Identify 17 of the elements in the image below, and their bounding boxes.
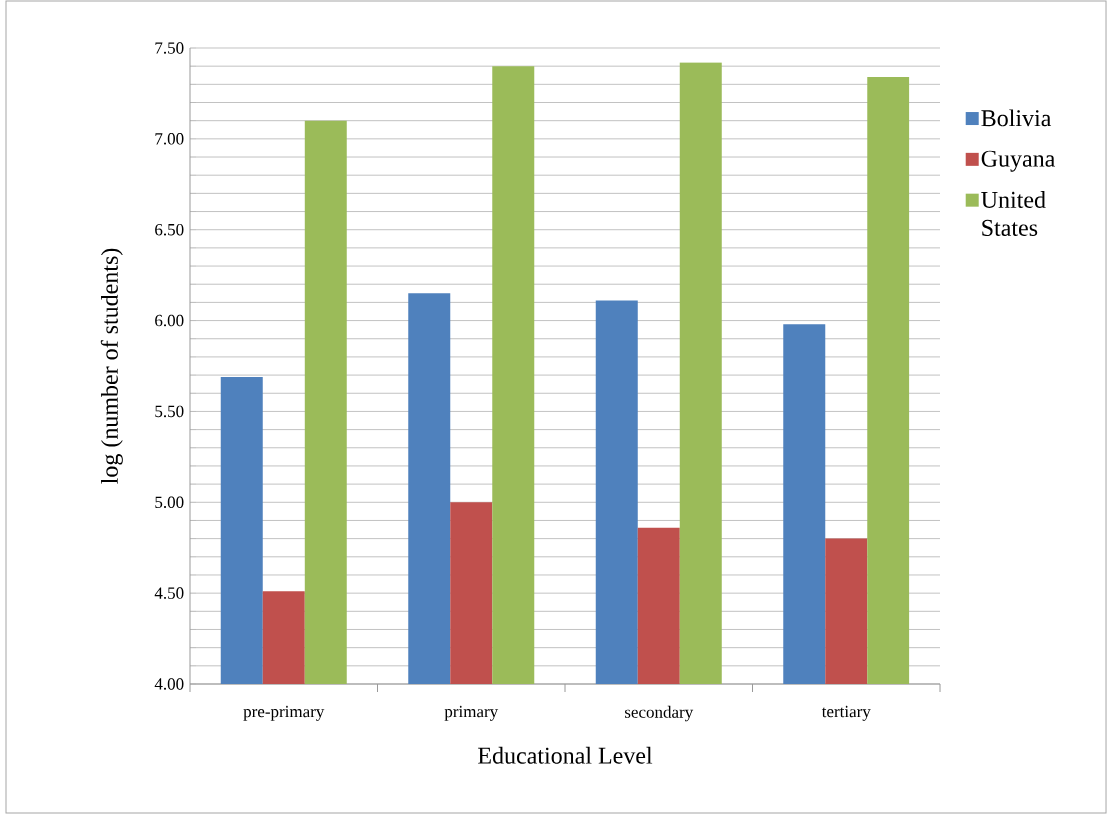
legend-label: Bolivia [981,109,1052,127]
y-tick-label: 5.00 [155,496,184,509]
x-tick-label: pre-primary [243,705,325,721]
y-tick-label: 5.50 [155,405,184,418]
y-tick-label: 7.50 [155,42,184,54]
x-axis-title: Educational Level [478,746,653,764]
y-tick-label: 6.50 [155,223,184,236]
y-tick-label: 4.50 [154,587,184,599]
y-tick-label: 7.00 [155,133,184,145]
x-tick-label: secondary [624,705,694,722]
legend-label: Guyana [981,150,1056,172]
y-axis-title: log (number of students) [100,248,123,484]
y-tick-label: 6.00 [155,314,184,327]
x-tick-label: primary [444,705,499,721]
legend-label: United States [981,191,1046,236]
y-tick-label: 4.00 [154,678,184,690]
x-tick-label: tertiary [821,705,871,721]
